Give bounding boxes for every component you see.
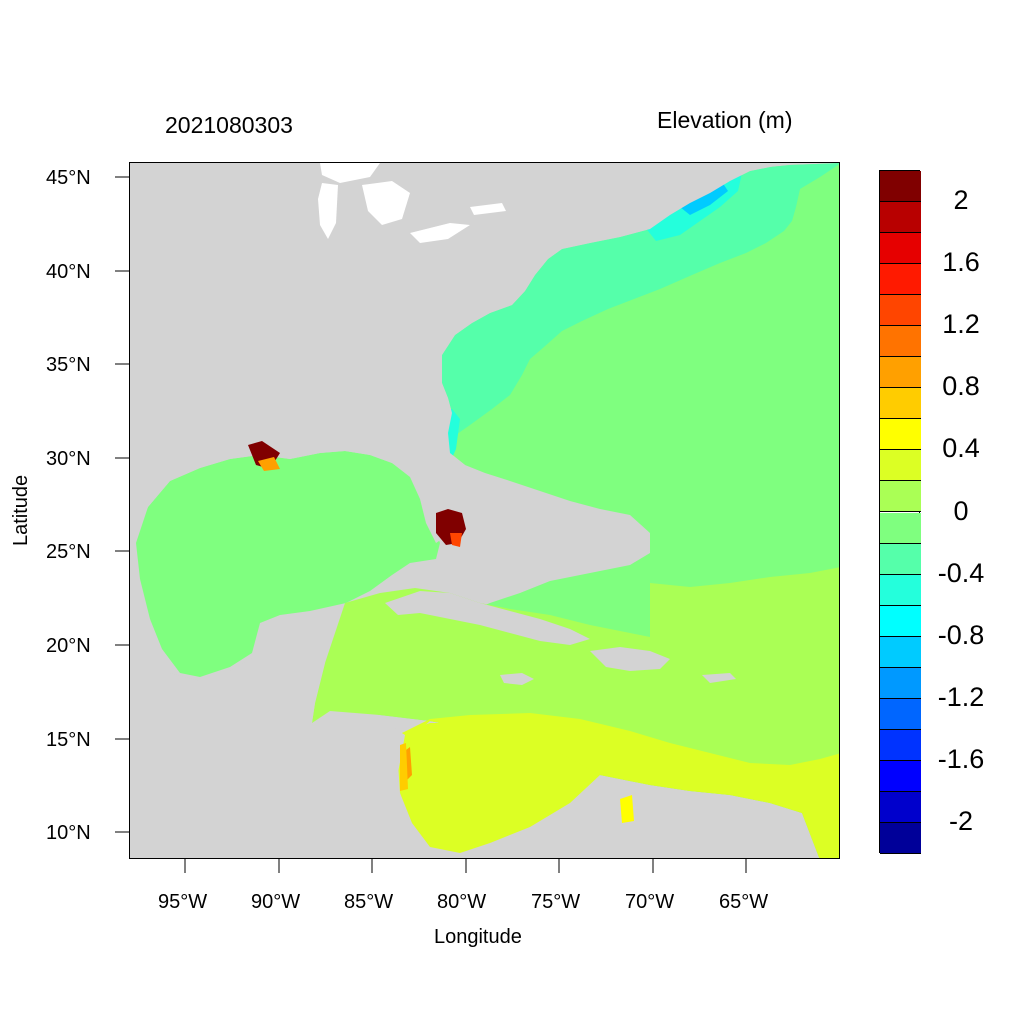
ocean-gulf-of-mexico [136, 451, 440, 677]
colorbar-swatch [880, 326, 921, 358]
y-axis-label-text: Latitude [10, 474, 32, 546]
lake-michigan [318, 183, 338, 239]
y-tick-label: 30°N [46, 448, 91, 470]
colorbar-label: 0 [953, 495, 969, 526]
colorbar-label: -2 [948, 805, 973, 836]
ocean-atlantic-southeast [650, 567, 839, 858]
map-variable-title: Elevation (m) [657, 107, 793, 133]
map-canvas [130, 163, 839, 858]
x-tick-label: 85°W [344, 891, 394, 913]
land-us-northeast [130, 163, 790, 543]
colorbar-swatch [880, 357, 921, 389]
x-tick-label: 65°W [719, 891, 769, 913]
colorbar-swatch [880, 698, 921, 730]
colorbar-label: 0.4 [942, 433, 980, 464]
y-tick-label: 45°N [46, 167, 91, 189]
y-tick-label: 15°N [46, 729, 91, 751]
colorbar-swatch [880, 295, 921, 327]
map-panel [129, 162, 840, 859]
colorbar-swatch [880, 388, 921, 420]
colorbar-swatch [880, 729, 921, 761]
land-cuba [385, 591, 590, 645]
colorbar-swatch [880, 512, 921, 544]
land-south-america [455, 783, 820, 858]
surge-louisiana-orange [258, 457, 280, 471]
colorbar-label: 2 [953, 185, 969, 216]
colorbar-swatch [880, 543, 921, 575]
colorbar-swatch [880, 760, 921, 792]
colorbar-swatch [880, 171, 921, 203]
surge-maracaibo [620, 795, 634, 823]
surge-nicaragua-coast-yellow [400, 743, 408, 791]
colorbar-label: -1.6 [937, 743, 985, 774]
colorbar-label: 1.6 [942, 247, 980, 278]
colorbar-swatch [880, 481, 921, 513]
colorbar-label: -0.4 [937, 557, 985, 588]
x-tick-label: 75°W [531, 891, 581, 913]
x-tick-label: 90°W [251, 891, 301, 913]
x-axis-label: Longitude [434, 926, 522, 948]
y-tick-label: 20°N [46, 635, 91, 657]
colorbar-swatch [880, 264, 921, 296]
colorbar-label: 0.8 [942, 371, 980, 402]
ocean-southern-caribbean [402, 713, 839, 858]
land-mexico-central-america [130, 583, 441, 858]
colorbar-label: -1.2 [937, 681, 985, 712]
y-tick-label: 35°N [46, 354, 91, 376]
colorbar-swatch [880, 202, 921, 234]
colorbar-swatch [880, 233, 921, 265]
colorbar-swatch [880, 791, 921, 823]
y-tick-label: 40°N [46, 261, 91, 283]
colorbar-swatch [880, 574, 921, 606]
colorbar-swatch [880, 605, 921, 637]
colorbar-label: -0.8 [937, 619, 985, 650]
ocean-nicaragua-shelf [398, 723, 600, 853]
lake-ontario [470, 203, 506, 215]
y-tick-label: 10°N [46, 822, 91, 844]
colorbar-swatch [880, 667, 921, 699]
land-hispaniola [590, 647, 670, 671]
colorbar [879, 170, 921, 854]
lake-huron [362, 181, 410, 225]
x-tick-label: 95°W [158, 891, 208, 913]
ocean-coastal-band [442, 163, 839, 455]
land-jamaica [500, 673, 534, 685]
y-tick-label: 25°N [46, 541, 91, 563]
colorbar-label: 1.2 [942, 309, 980, 340]
colorbar-swatch [880, 636, 921, 668]
x-tick-label: 70°W [625, 891, 675, 913]
land-puerto-rico [702, 673, 736, 683]
x-tick-label: 80°W [437, 891, 487, 913]
map-timestamp: 2021080303 [165, 112, 293, 138]
colorbar-swatch [880, 822, 921, 854]
lake-erie [410, 223, 470, 243]
surge-florida-tip [450, 533, 462, 547]
lake-superior [320, 163, 380, 183]
colorbar-swatch [880, 450, 921, 482]
colorbar-swatch [880, 419, 921, 451]
